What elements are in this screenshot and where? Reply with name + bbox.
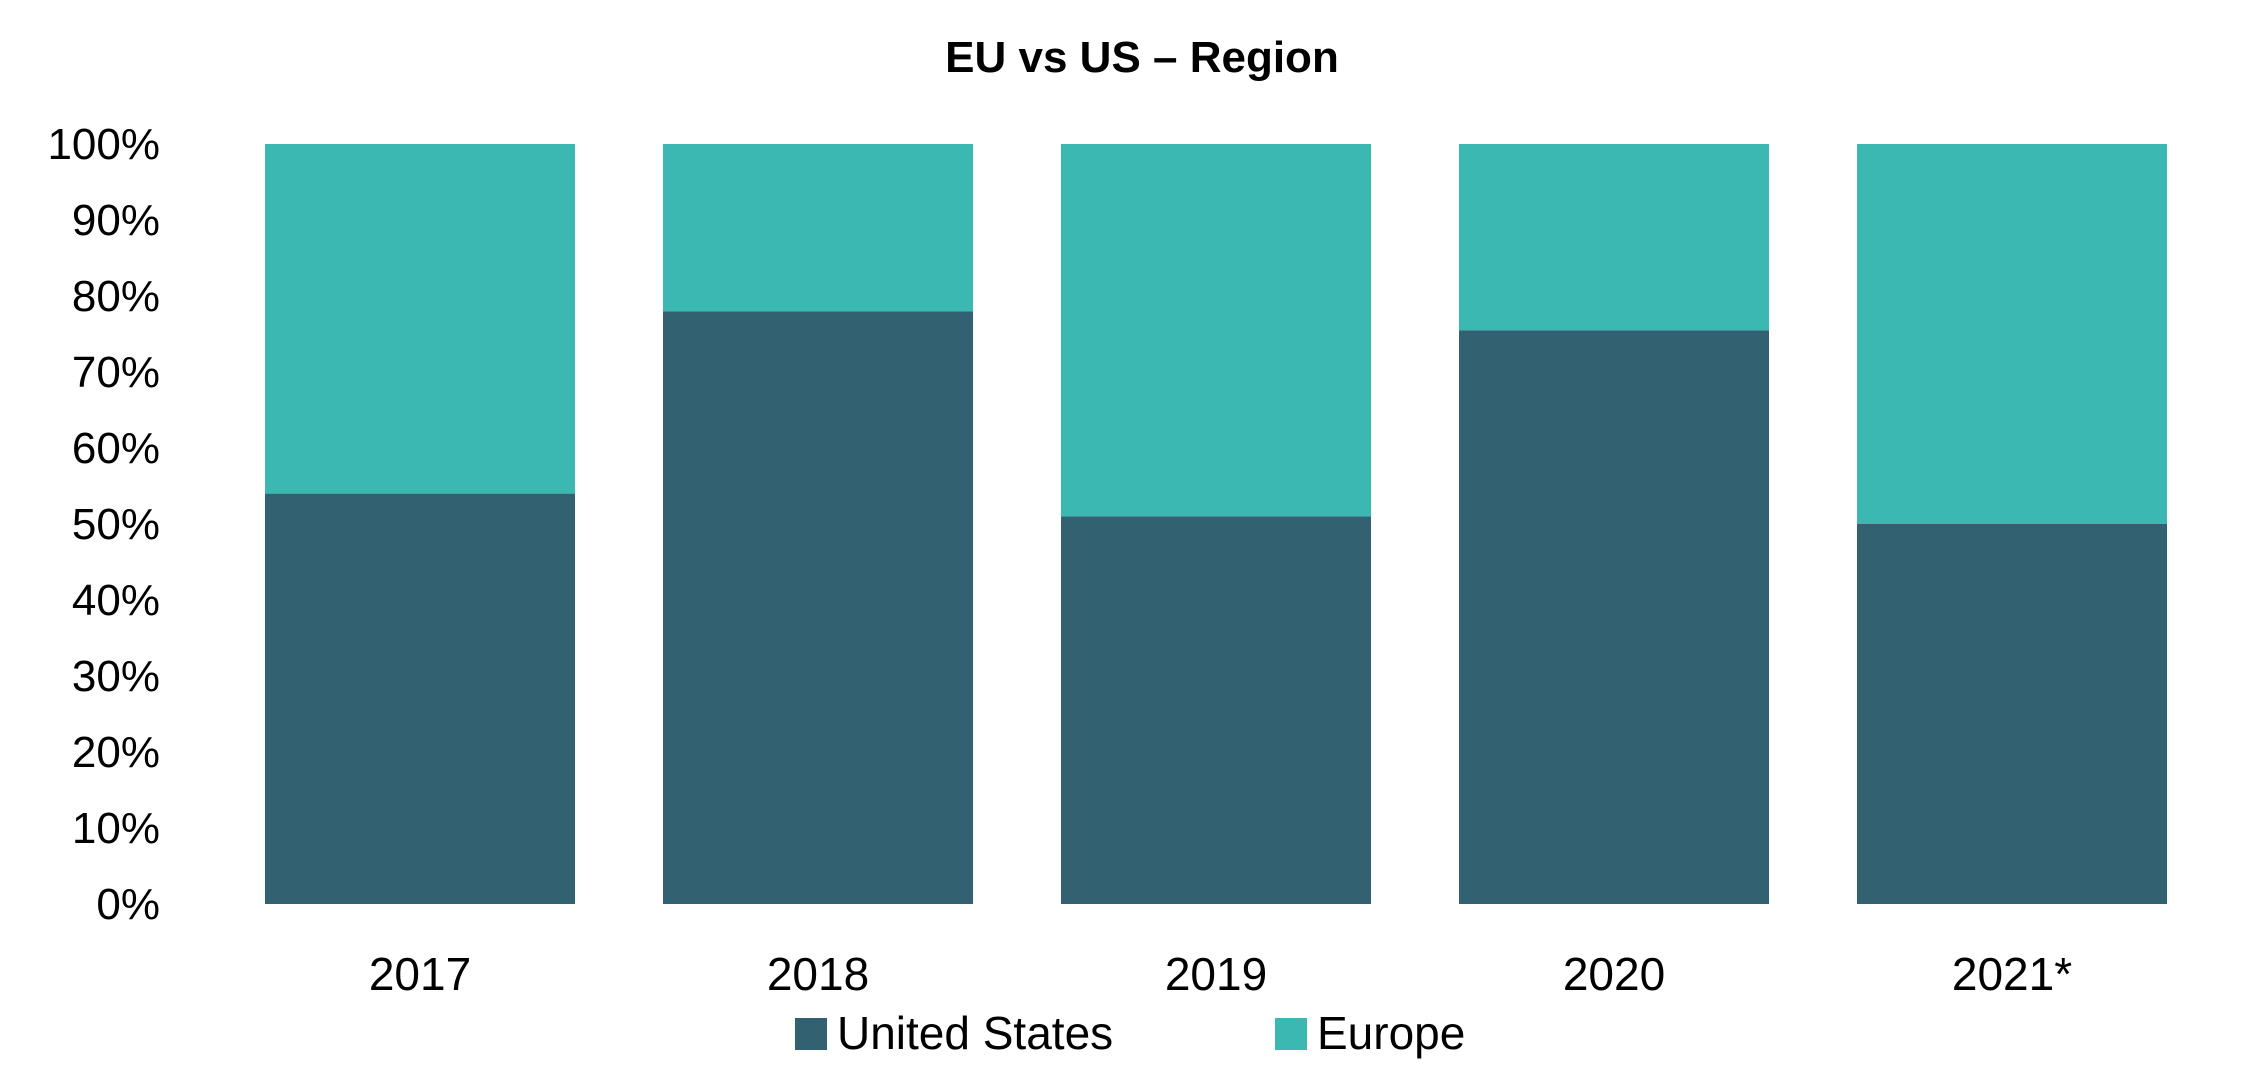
- y-tick-label: 30%: [72, 652, 160, 701]
- chart-title: EU vs US – Region: [945, 33, 1339, 82]
- y-tick-label: 90%: [72, 196, 160, 245]
- bar-europe-2020: [1459, 144, 1769, 331]
- legend-label: United States: [837, 1007, 1113, 1059]
- bar-europe-2018: [663, 144, 973, 312]
- y-tick-label: 20%: [72, 728, 160, 777]
- bar-europe-2017: [265, 144, 575, 494]
- bar-europe-2019: [1061, 144, 1371, 517]
- x-tick-label: 2021*: [1952, 948, 2072, 1000]
- x-tick-label: 2017: [369, 948, 471, 1000]
- y-tick-label: 80%: [72, 272, 160, 321]
- bars-group: [265, 144, 2167, 904]
- legend-label: Europe: [1317, 1007, 1465, 1059]
- y-tick-label: 50%: [72, 500, 160, 549]
- bar-united-states-2021: [1857, 524, 2167, 904]
- bar-united-states-2020: [1459, 330, 1769, 904]
- y-tick-label: 10%: [72, 804, 160, 853]
- y-axis-ticks: 0% 10% 20% 30% 40% 50% 60% 70% 80% 90% 100%: [47, 120, 160, 929]
- legend-swatch-europe: [1275, 1018, 1307, 1050]
- bar-united-states-2019: [1061, 516, 1371, 904]
- x-axis-labels: 2017 2018 2019 2020 2021*: [369, 948, 2072, 1000]
- legend-swatch-united-states: [795, 1018, 827, 1050]
- x-tick-label: 2020: [1563, 948, 1665, 1000]
- y-tick-label: 40%: [72, 576, 160, 625]
- x-tick-label: 2018: [767, 948, 869, 1000]
- legend: United States Europe: [795, 1007, 1465, 1059]
- bar-united-states-2018: [663, 311, 973, 904]
- bar-europe-2021: [1857, 144, 2167, 524]
- x-tick-label: 2019: [1165, 948, 1267, 1000]
- y-tick-label: 0%: [96, 880, 160, 929]
- bar-united-states-2017: [265, 493, 575, 904]
- y-tick-label: 60%: [72, 424, 160, 473]
- y-tick-label: 70%: [72, 348, 160, 397]
- y-tick-label: 100%: [47, 120, 160, 169]
